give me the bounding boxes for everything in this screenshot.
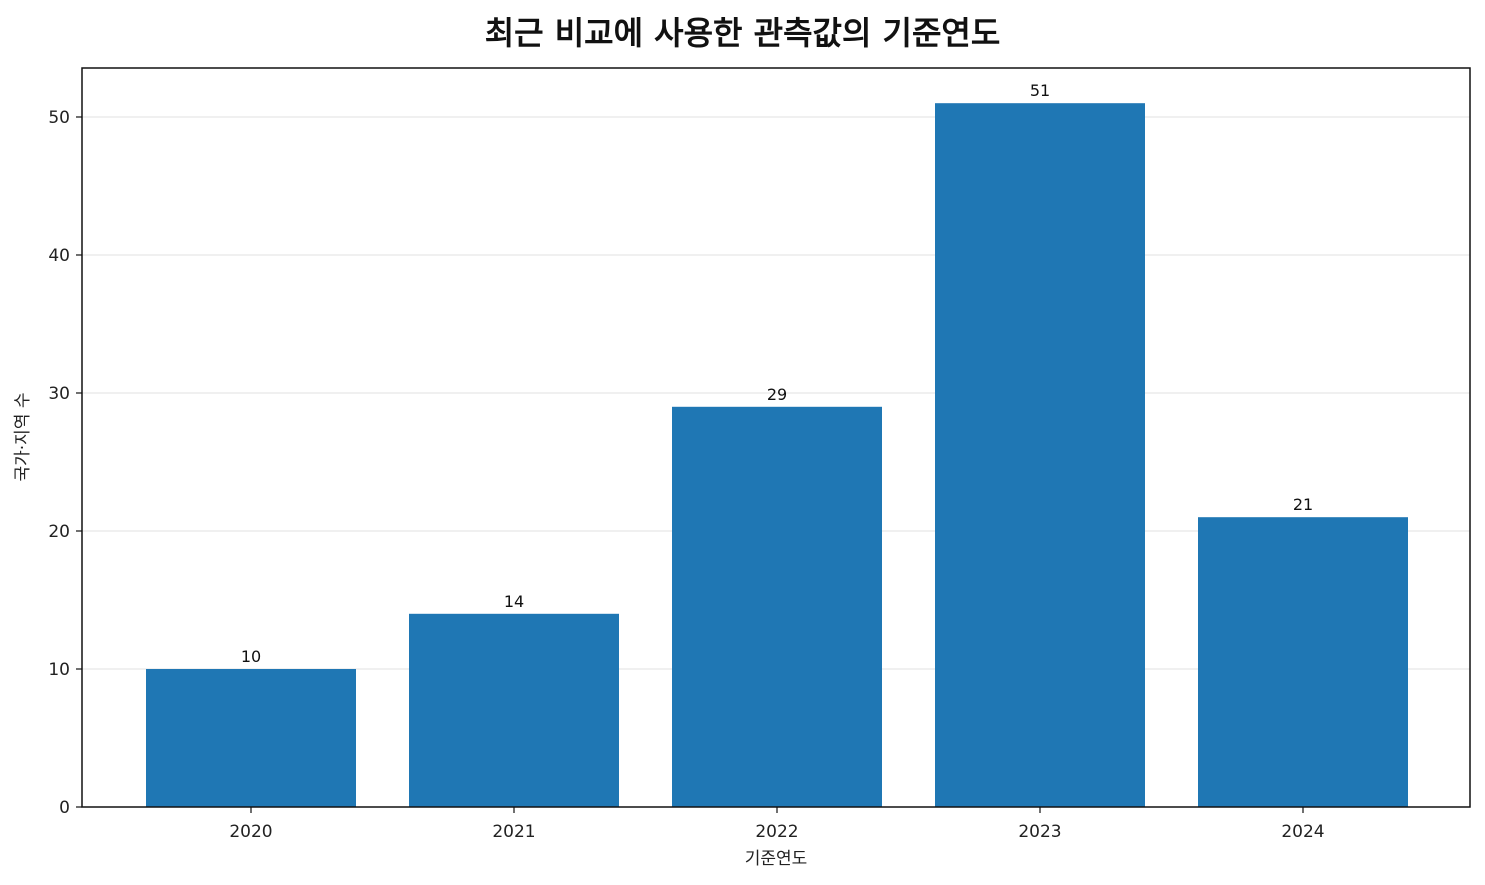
data-label-2020: 10 (241, 647, 261, 666)
x-tick-label: 2023 (1018, 822, 1061, 842)
y-axis-label: 국가·지역 수 (13, 392, 33, 481)
x-axis-label: 기준연도 (745, 849, 808, 869)
data-label-2022: 29 (767, 385, 787, 404)
chart-title: 최근 비교에 사용한 관측값의 기준연도 (484, 14, 1001, 52)
bar-2020 (146, 668, 356, 807)
x-tick-label: 2021 (492, 822, 535, 842)
data-label-2021: 14 (504, 592, 524, 611)
bar-2021 (409, 613, 619, 807)
bar-2024 (1198, 517, 1408, 807)
plot-frame (81, 67, 1471, 808)
data-label-2024: 21 (1293, 495, 1313, 514)
y-tick-label: 30 (48, 384, 70, 404)
y-tick-label: 0 (59, 798, 70, 818)
x-tick-label: 2024 (1281, 822, 1324, 842)
bar-2023 (935, 103, 1145, 807)
x-tick-label: 2020 (229, 822, 272, 842)
y-tick-label: 20 (48, 522, 70, 542)
y-tick-label: 40 (48, 246, 70, 266)
x-axis-ticks: 2020 2021 2022 2023 2024 (229, 807, 1325, 842)
bars (146, 103, 1408, 807)
data-labels: 10 14 29 51 21 (241, 81, 1313, 666)
y-tick-label: 10 (48, 660, 70, 680)
data-label-2023: 51 (1030, 81, 1050, 100)
bar-2022 (672, 406, 882, 807)
x-tick-label: 2022 (755, 822, 798, 842)
y-tick-label: 50 (48, 108, 70, 128)
y-axis-ticks: 0 10 20 30 40 50 (48, 108, 82, 818)
